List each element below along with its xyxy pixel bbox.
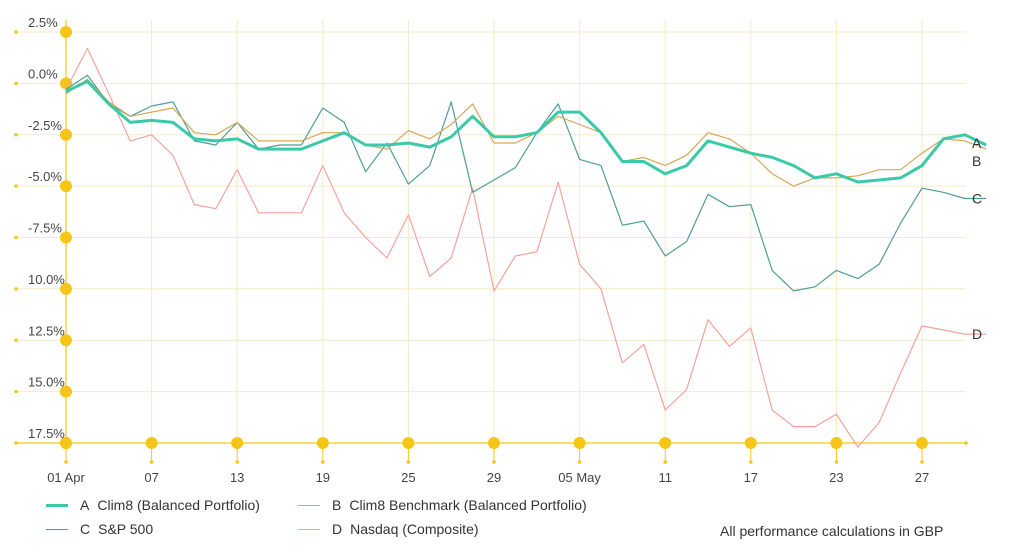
x-tick-dot: [235, 460, 239, 464]
tick-labels: 2.5% 0.0% -2.5% -5.0% -7.5% 10.0% 12.5% 15.0% 17…: [28, 15, 982, 485]
x-tick-label: 13: [230, 470, 244, 485]
y-tick-dot: [14, 389, 18, 394]
x-tick-label: 01 Apr: [47, 470, 85, 485]
x-tick-label: 27: [915, 470, 929, 485]
y-tick-label: 12.5%: [28, 323, 65, 338]
x-tick-dot: [663, 460, 667, 464]
y-tick-label: -5.0%: [28, 169, 62, 184]
y-tick-dot: [14, 338, 18, 343]
y-tick-dot: [14, 235, 18, 240]
x-tick-dot: [834, 460, 839, 464]
x-tick-dot: [577, 460, 582, 464]
series-line-a: [65, 79, 987, 184]
x-tick-dot: [406, 460, 411, 464]
y-tick-label: 15.0%: [28, 375, 65, 390]
x-tick-label: 23: [829, 470, 843, 485]
x-tick-label: 29: [487, 470, 501, 485]
end-label-d: D: [972, 326, 982, 342]
y-tick-label: 0.0%: [28, 66, 58, 81]
gridlines: [16, 20, 966, 444]
y-tick-label: 10.0%: [28, 272, 65, 287]
series-line-d: [65, 47, 987, 448]
series-lines: [65, 47, 987, 448]
x-tick-label: 19: [316, 470, 330, 485]
series-line-b: [65, 78, 987, 187]
y-tick-dot: [14, 81, 18, 86]
end-label-a: A: [972, 135, 982, 151]
y-tick-label: 2.5%: [28, 15, 58, 30]
end-label-c: C: [972, 190, 982, 206]
x-tick-dot: [321, 460, 325, 464]
x-tick-dot: [920, 460, 924, 464]
y-tick-label: -7.5%: [28, 221, 62, 236]
series-line-c: [65, 74, 987, 292]
end-label-b: B: [972, 153, 981, 169]
x-tick-label: 05 May: [558, 470, 601, 485]
x-tick-dot: [492, 460, 496, 464]
x-tick-dot: [64, 460, 68, 464]
x-axis-end-dot: [964, 441, 968, 445]
y-tick-dot: [14, 184, 18, 188]
x-tick-label: 07: [144, 470, 158, 485]
y-tick-dot: [14, 287, 18, 291]
x-tick-dot: [149, 460, 154, 464]
x-tick-label: 17: [744, 470, 758, 485]
y-tick-label: -2.5%: [28, 118, 62, 133]
x-tick-label: 25: [401, 470, 415, 485]
y-tick-label: 17.5%: [28, 426, 65, 441]
x-tick-label: 11: [658, 470, 672, 485]
axes: [14, 20, 968, 464]
y-tick-dot: [14, 132, 18, 137]
x-tick-dot: [749, 460, 753, 464]
y-tick-dot: [14, 30, 18, 34]
